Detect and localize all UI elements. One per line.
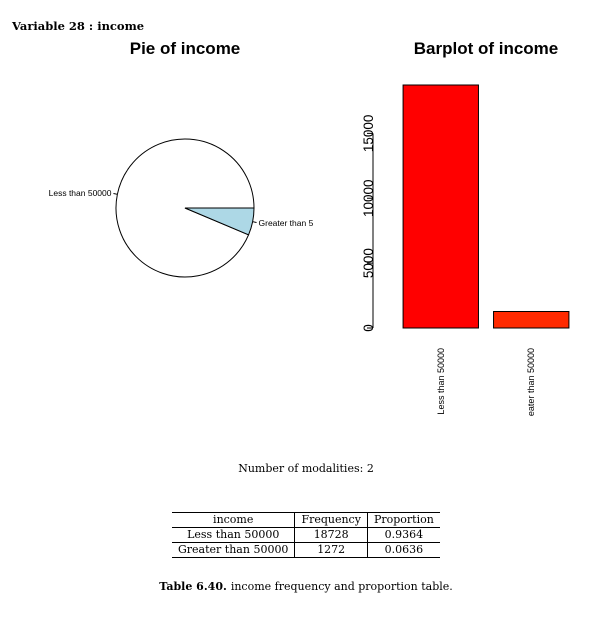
bar-category-label: Less than 50000 bbox=[436, 348, 446, 415]
y-axis-tick-label: 10000 bbox=[361, 179, 376, 217]
pie-chart-title: Pie of income bbox=[130, 39, 241, 58]
bar-chart-title: Barplot of income bbox=[414, 39, 559, 58]
table-header-row: income Frequency Proportion bbox=[172, 512, 440, 528]
table-cell-frequency: 18728 bbox=[294, 527, 368, 543]
caption-number: Table 6.40. bbox=[159, 580, 227, 593]
bar-category-label: eater than 50000 bbox=[526, 348, 536, 416]
table-cell-proportion: 0.9364 bbox=[366, 527, 440, 543]
modalities-value: 2 bbox=[366, 462, 374, 475]
pie-label-tick bbox=[252, 221, 257, 223]
modalities-label: Number of modalities: bbox=[238, 462, 364, 475]
table-cell-income: Greater than 50000 bbox=[172, 542, 295, 558]
bar bbox=[402, 84, 479, 329]
y-axis-tick-label: 5000 bbox=[361, 248, 376, 278]
pie-chart: Pie of income Less than 50000 Greater tha… bbox=[49, 39, 314, 278]
frequency-table: income Frequency Proportion Less than 50… bbox=[172, 512, 440, 558]
table-cell-income: Less than 50000 bbox=[187, 528, 280, 541]
caption-text: income frequency and proportion table. bbox=[230, 580, 453, 593]
charts-area: Pie of income Less than 50000 Greater tha… bbox=[49, 39, 570, 416]
pie-slice-label: Less than 50000 bbox=[49, 188, 112, 198]
variable-header-label: Variable 28 : bbox=[12, 19, 94, 33]
bar-chart: Barplot of income Less than 50000 eater t… bbox=[361, 39, 570, 416]
variable-header-name: income bbox=[97, 19, 145, 33]
modalities-count: Number of modalities: 2 bbox=[0, 462, 612, 475]
pie-label-tick bbox=[113, 193, 118, 195]
pie-slice bbox=[184, 207, 255, 236]
table-caption: Table 6.40. income frequency and proporti… bbox=[0, 580, 612, 593]
table-cell-proportion: 0.0636 bbox=[366, 542, 440, 558]
y-axis-tick-label: 15000 bbox=[361, 115, 376, 153]
pie-slice-label: Greater than 5 bbox=[259, 218, 314, 228]
table-row: Greater than 50000 1272 0.0636 bbox=[172, 542, 440, 558]
bar bbox=[493, 310, 570, 329]
table-row: Less than 50000 18728 0.9364 bbox=[172, 527, 440, 543]
table-header-income: income bbox=[172, 512, 295, 528]
y-axis-tick-label: 0 bbox=[361, 324, 376, 332]
table-header-frequency: Frequency bbox=[294, 512, 368, 528]
table-cell-frequency: 1272 bbox=[294, 542, 368, 558]
table-header-proportion: Proportion bbox=[366, 512, 440, 528]
variable-header: Variable 28 : income bbox=[12, 19, 144, 33]
